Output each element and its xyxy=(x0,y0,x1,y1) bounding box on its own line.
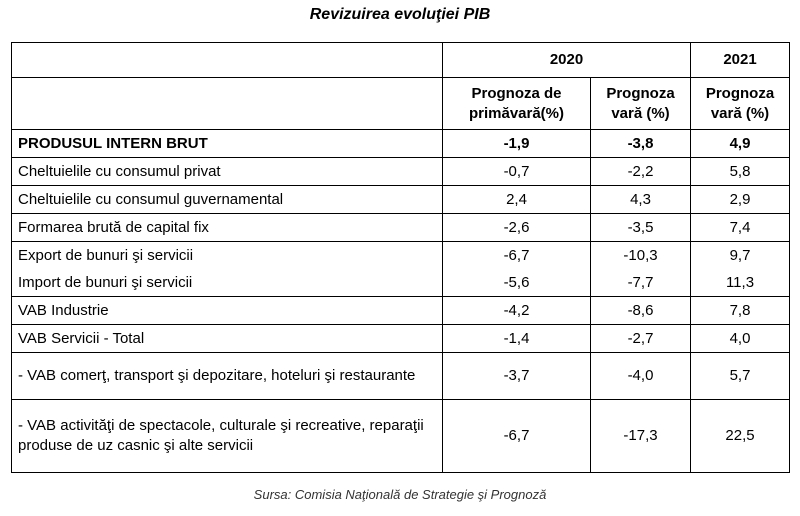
spring-2020-value: -1,9 xyxy=(442,129,591,158)
row-label: Cheltuielile cu consumul guvernamental xyxy=(11,185,443,214)
summer-2021-value: 5,8 xyxy=(690,157,790,186)
summer-2021-value: 9,7 xyxy=(690,241,790,269)
row-label: - VAB comerţ, transport şi depozitare, h… xyxy=(11,352,443,400)
table-row: Cheltuielile cu consumul privat -0,7 -2,… xyxy=(11,157,790,186)
year-2020-header: 2020 xyxy=(442,42,691,78)
summer-2021-value: 4,9 xyxy=(690,129,790,158)
table-row: VAB Servicii - Total -1,4 -2,7 4,0 xyxy=(11,324,790,353)
summer-forecast-2021-header: Prognoza vară (%) xyxy=(690,77,790,130)
table-row: Formarea brută de capital fix -2,6 -3,5 … xyxy=(11,213,790,242)
summer-2020-value: -10,3 xyxy=(590,241,691,269)
spring-2020-value: -2,6 xyxy=(442,213,591,242)
summer-2020-value: -7,7 xyxy=(590,269,691,297)
summer-2020-value: -2,2 xyxy=(590,157,691,186)
spring-2020-value: -6,7 xyxy=(442,399,591,473)
forecast-header-row: Prognoza de primăvară(%) Prognoza vară (… xyxy=(11,77,790,130)
empty-corner-cell xyxy=(11,42,443,78)
summer-forecast-2020-header: Prognoza vară (%) xyxy=(590,77,691,130)
spring-forecast-2020-header: Prognoza de primăvară(%) xyxy=(442,77,591,130)
row-label: VAB Servicii - Total xyxy=(11,324,443,353)
gdp-revision-table: 2020 2021 Prognoza de primăvară(%) Progn… xyxy=(11,42,790,473)
spring-2020-value: -4,2 xyxy=(442,296,591,325)
year-header-row: 2020 2021 xyxy=(11,42,790,78)
summer-2020-value: 4,3 xyxy=(590,185,691,214)
summer-2021-value: 4,0 xyxy=(690,324,790,353)
table-row: - VAB comerţ, transport şi depozitare, h… xyxy=(11,352,790,400)
row-label: PRODUSUL INTERN BRUT xyxy=(11,129,443,158)
table-row: Cheltuielile cu consumul guvernamental 2… xyxy=(11,185,790,214)
row-label: - VAB activităţi de spectacole, cultural… xyxy=(11,399,443,473)
summer-2021-value: 2,9 xyxy=(690,185,790,214)
table-row: PRODUSUL INTERN BRUT -1,9 -3,8 4,9 xyxy=(11,129,790,158)
empty-label-header xyxy=(11,77,443,130)
summer-2020-value: -3,5 xyxy=(590,213,691,242)
summer-2021-value: 7,8 xyxy=(690,296,790,325)
summer-2020-value: -17,3 xyxy=(590,399,691,473)
header-line: Prognoza xyxy=(705,84,775,102)
row-label: Formarea brută de capital fix xyxy=(11,213,443,242)
spring-2020-value: -1,4 xyxy=(442,324,591,353)
summer-2021-value: 5,7 xyxy=(690,352,790,400)
row-label: Cheltuielile cu consumul privat xyxy=(11,157,443,186)
row-label: Import de bunuri şi servicii xyxy=(11,269,443,297)
spring-2020-value: -6,7 xyxy=(442,241,591,269)
source-note: Sursa: Comisia Naţională de Strategie şi… xyxy=(253,487,547,502)
table-row: - VAB activităţi de spectacole, cultural… xyxy=(11,399,790,473)
spring-2020-value: 2,4 xyxy=(442,185,591,214)
spring-2020-value: -0,7 xyxy=(442,157,591,186)
table-title: Revizuirea evoluţiei PIB xyxy=(309,6,491,23)
summer-2020-value: -3,8 xyxy=(590,129,691,158)
summer-2020-value: -2,7 xyxy=(590,324,691,353)
summer-2021-value: 11,3 xyxy=(690,269,790,297)
header-line: vară (%) xyxy=(611,104,670,122)
summer-2021-value: 7,4 xyxy=(690,213,790,242)
table-row: Export de bunuri şi servicii -6,7 -10,3 … xyxy=(11,241,790,269)
summer-2020-value: -4,0 xyxy=(590,352,691,400)
spring-2020-value: -3,7 xyxy=(442,352,591,400)
header-line: vară (%) xyxy=(710,104,770,122)
header-line: Prognoza xyxy=(606,84,675,102)
row-label: VAB Industrie xyxy=(11,296,443,325)
header-line: primăvară(%) xyxy=(468,104,565,122)
year-2021-header: 2021 xyxy=(690,42,790,78)
spring-2020-value: -5,6 xyxy=(442,269,591,297)
table-row: VAB Industrie -4,2 -8,6 7,8 xyxy=(11,296,790,325)
summer-2020-value: -8,6 xyxy=(590,296,691,325)
header-line: Prognoza de xyxy=(471,84,562,102)
row-label: Export de bunuri şi servicii xyxy=(11,241,443,269)
table-row: Import de bunuri şi servicii -5,6 -7,7 1… xyxy=(11,269,790,297)
summer-2021-value: 22,5 xyxy=(690,399,790,473)
